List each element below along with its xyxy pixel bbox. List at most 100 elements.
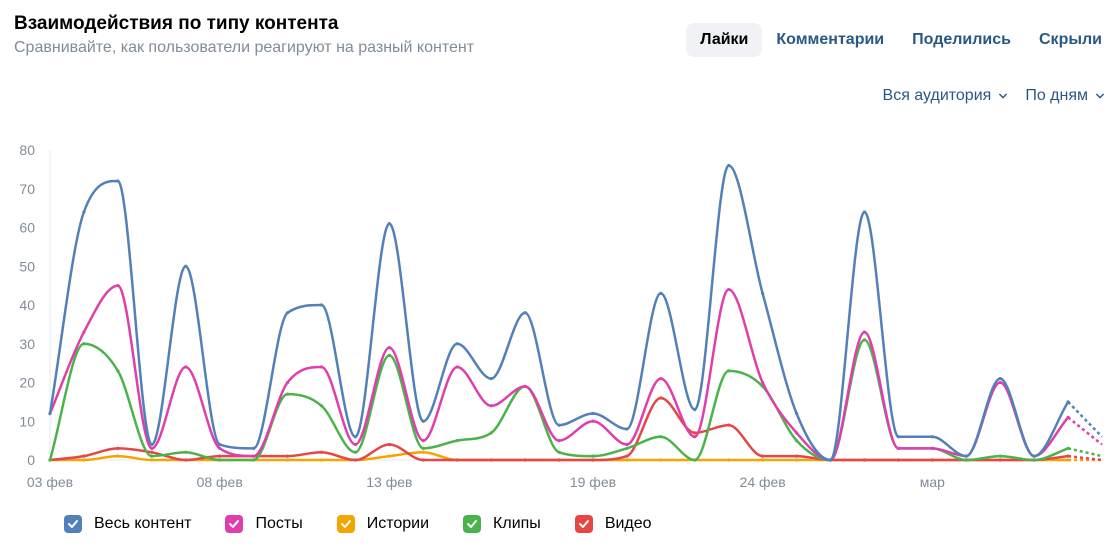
x-tick-label: 19 фев [570,474,616,490]
data-point-all-content [1032,454,1036,458]
data-point-stories [1066,458,1070,462]
data-point-all-content [964,454,968,458]
data-point-all-content [184,264,188,268]
data-point-all-content [828,458,833,462]
chevron-down-icon [999,93,1008,99]
data-point-all-content [523,311,527,315]
data-point-stories [150,458,154,462]
series-line-all-content [48,164,1070,462]
page-title: Взаимодействия по типу контента [14,13,339,34]
data-point-video [862,458,867,462]
data-point-stories [285,458,290,462]
series-line-posts [48,284,1070,462]
data-point-clips [557,450,561,454]
data-point-stories [82,458,86,462]
tab-shares[interactable]: Поделились [912,31,1011,48]
data-point-clips [48,458,52,462]
data-point-stories [421,450,425,454]
data-point-all-content [761,291,765,295]
data-point-all-content [218,442,222,447]
chart-filters: Вся аудитория По дням [883,87,1104,105]
checkbox-checked-icon [225,515,244,533]
y-tick-label: 30 [19,336,35,352]
y-tick-label: 80 [19,142,35,158]
data-point-video [489,458,493,462]
data-point-all-content [150,442,154,447]
data-point-posts [523,384,527,388]
data-point-clips [150,454,154,458]
checkbox-checked-icon [463,515,482,533]
legend-item-stories[interactable]: Истории [336,515,430,533]
data-point-all-content [48,411,52,416]
page-subtitle: Сравнивайте, как пользователи реагируют … [14,39,475,56]
data-point-all-content [252,446,256,450]
data-point-stories [319,458,324,462]
data-point-posts [591,419,595,423]
data-point-all-content [625,427,629,431]
chevron-down-icon [1096,93,1104,99]
data-point-all-content [998,377,1002,381]
data-point-clips [625,446,629,450]
data-point-video [184,458,188,462]
y-tick-label: 50 [19,258,35,274]
data-point-all-content [862,210,867,214]
data-point-video [218,454,222,458]
data-point-clips [455,439,459,443]
data-point-all-content [557,423,561,427]
data-point-posts [659,377,663,381]
y-tick-label: 70 [19,181,35,197]
legend-label: Весь контент [94,515,192,532]
data-point-clips [727,369,731,373]
data-point-posts [1066,415,1070,419]
data-point-all-content [455,342,459,346]
data-point-stories [761,458,765,462]
legend-item-clips[interactable]: Клипы [463,515,541,533]
data-point-all-content [421,419,425,423]
data-point-clips [82,342,86,346]
x-tick-label: 24 фев [740,474,786,490]
data-point-posts [557,439,561,443]
x-tick-label: 13 фев [366,474,412,490]
data-point-clips [184,450,188,454]
data-point-clips [964,458,968,462]
y-tick-label: 40 [19,297,35,313]
tab-comments[interactable]: Комментарии [776,31,885,48]
data-point-clips [421,446,425,450]
period-dropdown[interactable]: По дням [1025,87,1104,105]
data-point-clips [116,369,120,373]
data-point-posts [761,380,765,385]
legend-label: Истории [366,515,430,532]
checkbox-checked-icon [64,515,82,533]
data-point-posts [116,284,120,288]
data-point-video [693,431,697,435]
legend-item-video[interactable]: Видео [574,515,652,533]
data-point-clips [693,458,697,462]
data-point-all-content [896,435,900,439]
data-point-posts [421,439,425,443]
legend-item-posts[interactable]: Посты [225,515,303,533]
data-point-all-content [116,179,120,183]
tab-likes[interactable]: Лайки [686,23,763,57]
data-point-posts [184,365,188,369]
data-point-posts [455,365,459,369]
likes-line-chart: 0 10 20 30 40 50 60 70 80 03 фев 08 фев 13 фев 19 фе… [19,142,1103,490]
data-point-stories [116,454,120,458]
data-point-all-content [387,222,391,226]
data-point-video [150,450,154,454]
data-point-stories [727,458,731,462]
audience-dropdown[interactable]: Вся аудитория [883,87,1008,105]
x-tick-label: 08 фев [197,474,243,490]
data-point-clips [998,454,1002,458]
legend-item-all-content[interactable]: Весь контент [64,515,191,533]
data-point-clips [489,431,493,435]
tab-hidden[interactable]: Скрыли [1039,31,1102,48]
data-point-video [285,454,290,458]
data-point-posts [285,380,290,385]
data-point-all-content [1066,400,1070,404]
data-point-posts [930,446,934,450]
data-point-stories [659,458,663,462]
data-point-clips [862,338,867,342]
data-point-clips [218,458,222,462]
data-point-stories [387,454,391,458]
data-point-posts [727,287,731,292]
